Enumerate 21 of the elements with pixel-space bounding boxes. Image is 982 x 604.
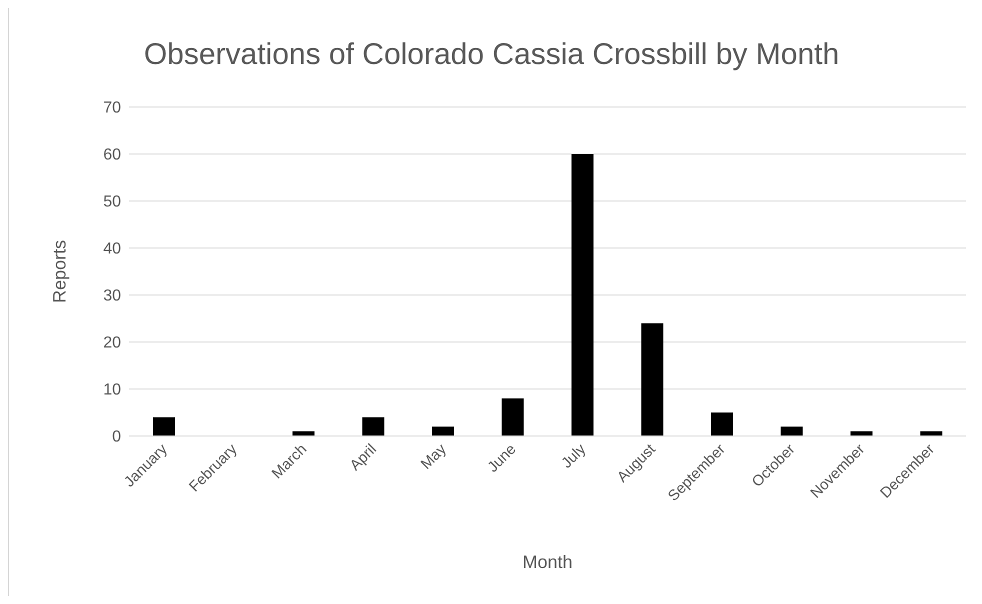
y-axis-title: Reports	[49, 240, 70, 304]
y-tick-label: 40	[103, 240, 122, 258]
bar	[432, 426, 454, 436]
bar	[711, 412, 733, 436]
bar	[362, 417, 384, 436]
y-tick-label: 30	[103, 288, 122, 305]
y-tick-label: 10	[103, 382, 122, 399]
x-tick-label: July	[558, 440, 590, 472]
y-tick-label: 70	[103, 100, 122, 117]
bar	[153, 417, 175, 436]
x-tick-label: May	[418, 440, 450, 473]
y-tick-label: 0	[112, 428, 122, 446]
bar	[572, 154, 594, 436]
x-axis-title: Month	[522, 552, 573, 572]
y-tick-label: 50	[103, 194, 122, 211]
bar	[780, 426, 803, 436]
y-tick-label: 20	[103, 334, 122, 352]
y-tick-label: 60	[103, 146, 122, 164]
bar	[641, 323, 664, 436]
bar	[502, 398, 524, 436]
chart-title: Observations of Colorado Cassia Crossbill by Month	[142, 38, 840, 72]
